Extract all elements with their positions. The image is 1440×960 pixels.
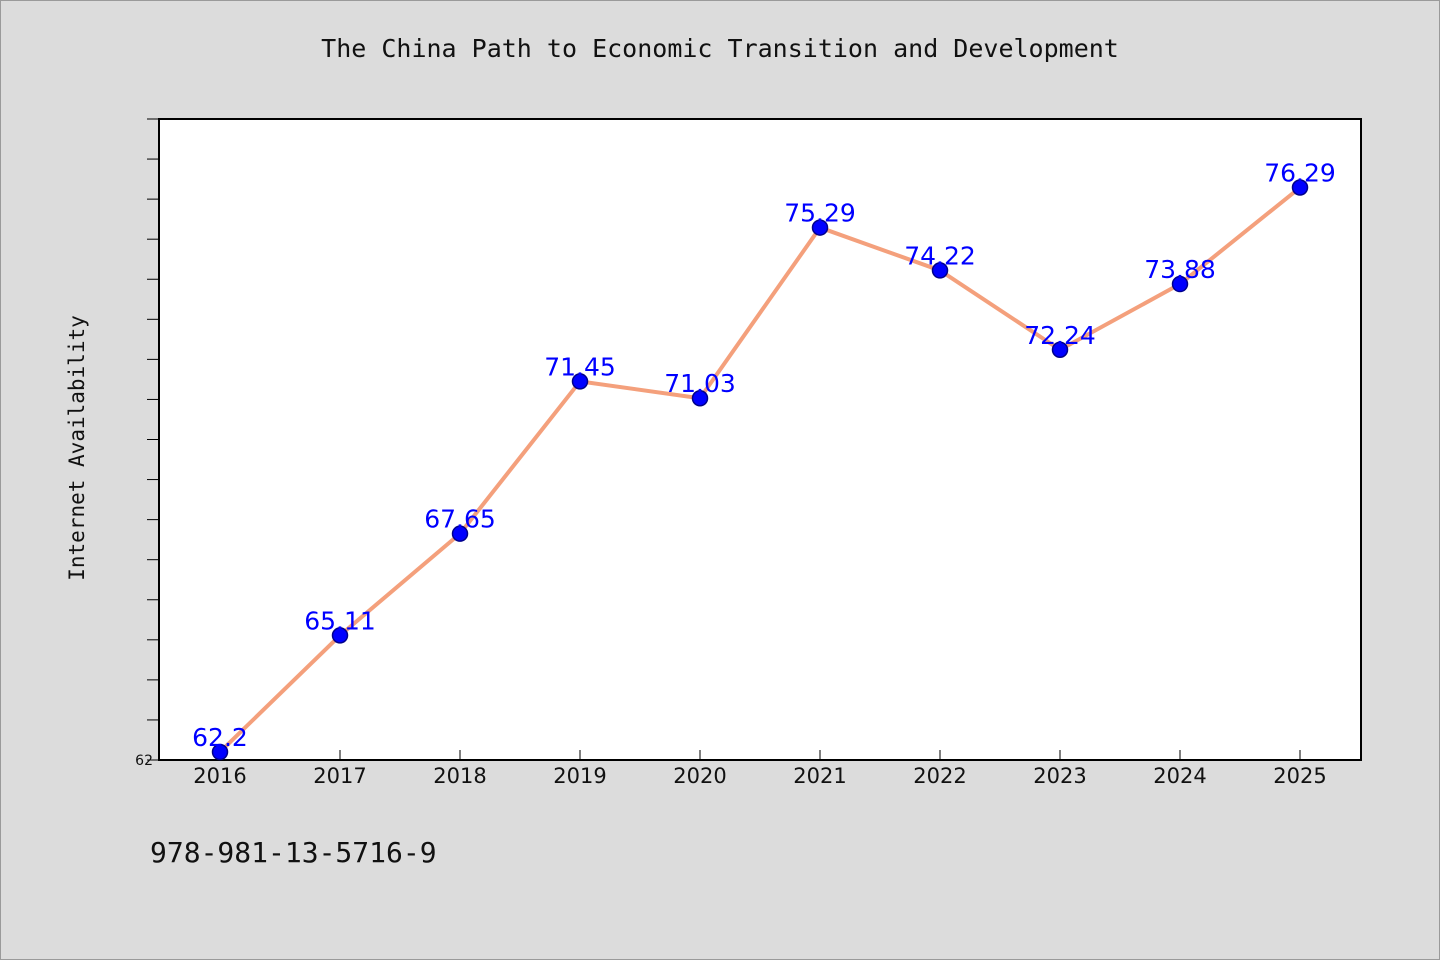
- data-label: 65.11: [304, 606, 376, 635]
- data-point: [451, 525, 469, 542]
- chart-title: The China Path to Economic Transition an…: [321, 34, 1119, 63]
- data-label: 62.2: [192, 723, 248, 752]
- data-point: [211, 743, 229, 761]
- x-tick-label: 2020: [673, 764, 726, 788]
- data-label: 73.88: [1144, 255, 1216, 284]
- series-line: [218, 185, 1302, 754]
- data-label: 74.22: [904, 241, 976, 270]
- x-tick-label: 2018: [433, 764, 486, 788]
- x-tick-label: 2021: [793, 764, 846, 788]
- data-label: 67.65: [424, 505, 496, 534]
- data-label: 76.29: [1264, 159, 1336, 188]
- data-point: [691, 389, 709, 407]
- x-tick-label: 2025: [1273, 764, 1326, 788]
- data-point: [811, 219, 829, 236]
- x-tick-label: 2024: [1153, 764, 1206, 788]
- x-tick-label: 2019: [553, 764, 606, 788]
- data-point: [1291, 179, 1309, 196]
- x-tick-label: 2017: [313, 764, 366, 788]
- plot-area: [158, 118, 1362, 761]
- isbn-text: 978-981-13-5716-9: [150, 836, 437, 869]
- data-label: 71.45: [544, 352, 616, 381]
- x-tick-label: 2023: [1033, 764, 1086, 788]
- y-tick-label: 62: [135, 753, 153, 769]
- data-point: [571, 373, 589, 390]
- data-point: [931, 262, 949, 279]
- x-tick-label: 2022: [913, 764, 966, 788]
- data-point: [1051, 341, 1069, 359]
- data-label: 71.03: [664, 369, 736, 398]
- data-label: 75.29: [784, 199, 856, 228]
- data-point: [1171, 275, 1189, 293]
- data-point: [331, 627, 349, 644]
- data-label: 72.24: [1024, 321, 1096, 350]
- x-tick-label: 2016: [193, 764, 246, 788]
